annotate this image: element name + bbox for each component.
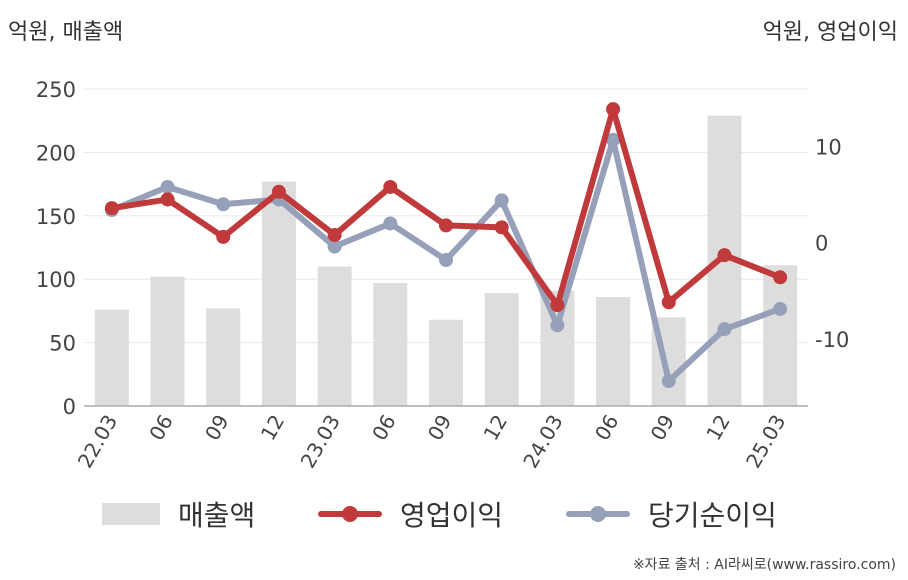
point-operating-profit bbox=[661, 295, 676, 310]
point-operating-profit bbox=[494, 220, 509, 235]
point-operating-profit bbox=[773, 270, 788, 285]
point-operating-profit bbox=[383, 179, 398, 194]
legend-item-net-income: 당기순이익 bbox=[566, 492, 777, 536]
right-tick-label: 0 bbox=[815, 232, 828, 256]
bar-revenue bbox=[596, 296, 631, 406]
left-tick-label: 100 bbox=[36, 268, 76, 292]
legend-item-operating-profit: 영업이익 bbox=[318, 492, 503, 536]
revenue-bars bbox=[94, 115, 798, 407]
point-net-income bbox=[160, 179, 175, 194]
left-tick-label: 150 bbox=[36, 205, 76, 229]
x-tick-label: 06 bbox=[590, 411, 624, 445]
x-tick-label: 09 bbox=[423, 411, 457, 445]
x-tick-label: 09 bbox=[646, 411, 680, 445]
point-net-income bbox=[773, 301, 788, 316]
point-operating-profit bbox=[327, 228, 342, 243]
point-net-income bbox=[216, 197, 231, 212]
x-tick-label: 06 bbox=[144, 411, 178, 445]
legend-swatch-operating-profit bbox=[318, 503, 382, 525]
point-operating-profit bbox=[104, 201, 119, 216]
right-axis-unit: 억원, 영업이익 bbox=[762, 20, 898, 45]
x-tick-label: 23.03 bbox=[296, 411, 345, 473]
point-net-income bbox=[327, 239, 342, 254]
right-tick-label: -10 bbox=[815, 328, 849, 352]
point-operating-profit bbox=[216, 229, 231, 244]
line-operating-profit bbox=[108, 106, 784, 309]
point-operating-profit bbox=[550, 298, 565, 313]
x-tick-label: 09 bbox=[200, 411, 234, 445]
point-net-income bbox=[439, 252, 453, 267]
point-operating-profit bbox=[717, 248, 732, 263]
bar-revenue bbox=[94, 309, 129, 406]
profit-lines bbox=[104, 102, 788, 389]
point-net-income bbox=[383, 216, 398, 231]
legend-swatch-revenue bbox=[102, 503, 160, 525]
x-tick-label: 22.03 bbox=[73, 411, 122, 473]
bar-revenue bbox=[373, 283, 408, 406]
legend-item-revenue: 매출액 bbox=[102, 492, 255, 536]
legend: 매출액 영업이익 당기순이익 bbox=[0, 492, 908, 536]
point-operating-profit bbox=[271, 184, 286, 199]
point-net-income bbox=[550, 318, 565, 333]
x-tick-label: 12 bbox=[701, 411, 735, 445]
point-operating-profit bbox=[160, 192, 175, 207]
point-net-income bbox=[606, 132, 621, 147]
x-tick-label: 12 bbox=[256, 411, 290, 445]
x-tick-label: 12 bbox=[479, 411, 513, 445]
left-tick-label: 250 bbox=[36, 78, 76, 102]
x-tick-label: 24.03 bbox=[518, 411, 567, 473]
point-operating-profit bbox=[606, 102, 621, 117]
legend-label-net-income: 당기순이익 bbox=[648, 499, 777, 532]
bar-revenue bbox=[317, 266, 352, 406]
legend-swatch-net-income bbox=[566, 503, 630, 525]
point-operating-profit bbox=[439, 218, 453, 233]
left-tick-label: 200 bbox=[36, 141, 76, 165]
right-tick-label: 10 bbox=[815, 136, 842, 160]
x-tick-label: 25.03 bbox=[741, 411, 790, 473]
x-tick-label: 06 bbox=[367, 411, 401, 445]
left-tick-label: 0 bbox=[63, 395, 76, 419]
bar-revenue bbox=[261, 181, 296, 406]
bar-revenue bbox=[150, 276, 185, 406]
bar-revenue bbox=[763, 265, 798, 406]
left-axis-unit: 억원, 매출액 bbox=[8, 20, 124, 45]
bar-revenue bbox=[429, 319, 463, 406]
point-net-income bbox=[717, 322, 732, 337]
bar-revenue bbox=[484, 293, 519, 406]
legend-label-operating-profit: 영업이익 bbox=[400, 499, 504, 532]
source-note: ※자료 출처 : AI라씨로(www.rassiro.com) bbox=[632, 557, 896, 573]
bar-revenue bbox=[206, 308, 241, 406]
legend-label-revenue: 매출액 bbox=[178, 499, 256, 532]
point-net-income bbox=[661, 374, 676, 389]
point-net-income bbox=[494, 193, 509, 208]
left-tick-label: 50 bbox=[49, 332, 76, 356]
